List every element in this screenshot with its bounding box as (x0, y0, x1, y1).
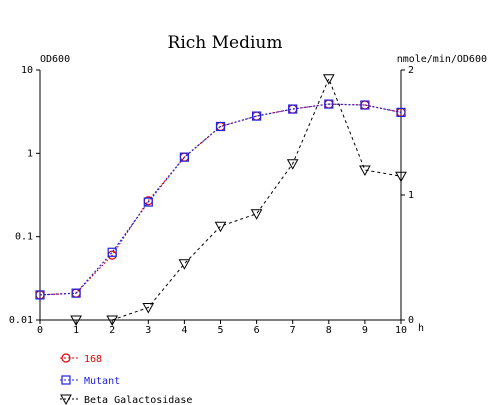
legend-label: Mutant (84, 376, 120, 387)
legend-marker (61, 375, 71, 385)
left-y-tick-label: 1 (27, 148, 33, 159)
x-tick-label: 5 (217, 325, 223, 336)
legend-item: Mutant (60, 375, 120, 387)
series-line (39, 103, 402, 296)
data-point (143, 197, 153, 207)
legend-marker (60, 394, 72, 405)
x-tick-label: 6 (254, 325, 260, 336)
x-tick-label: 3 (145, 325, 151, 336)
x-axis-label: h (418, 323, 424, 334)
legend: 168 Mutant Beta Galactosidase (60, 353, 192, 405)
data-point (178, 259, 191, 270)
x-tick-label: 1 (73, 325, 79, 336)
x-tick-label: 9 (362, 325, 368, 336)
data-point (286, 159, 299, 170)
x-tick-label: 7 (290, 325, 296, 336)
right-y-tick-label: 1 (408, 190, 414, 201)
left-axis-label: OD600 (40, 54, 70, 65)
data-point (252, 111, 262, 121)
legend-label: 168 (84, 354, 102, 365)
legend-item: Beta Galactosidase (60, 394, 192, 405)
data-point (395, 171, 407, 183)
data-point (250, 209, 263, 220)
data-point (288, 104, 298, 114)
x-tick-label: 10 (395, 325, 407, 336)
right-axis-label: nmole/min/OD600 (397, 54, 487, 65)
legend-item: 168 (60, 353, 102, 365)
x-tick-label: 2 (109, 325, 115, 336)
series-square (35, 99, 406, 300)
legend-label: Beta Galactosidase (84, 395, 192, 405)
data-point (35, 290, 45, 300)
left-y-tick-label: 10 (21, 65, 33, 76)
series-line (39, 103, 402, 296)
series-layer (35, 74, 407, 327)
x-tick-label: 8 (326, 325, 332, 336)
data-point (359, 165, 371, 177)
series-triangle-down (70, 74, 407, 327)
legend-marker (61, 353, 71, 363)
x-tick-label: 0 (37, 325, 43, 336)
x-tick-label: 4 (181, 325, 187, 336)
data-point (214, 221, 227, 233)
right-y-tick-label: 0 (408, 315, 414, 326)
left-y-tick-label: 0.01 (9, 315, 33, 326)
data-point (106, 315, 119, 327)
data-point (215, 121, 226, 132)
data-point (70, 315, 82, 327)
chart-title: Rich Medium (168, 33, 283, 53)
data-point (107, 247, 117, 257)
right-y-tick-label: 2 (408, 65, 414, 76)
data-point (322, 74, 335, 85)
data-point (396, 107, 406, 117)
left-y-tick-label: 0.1 (15, 232, 33, 243)
series-line (76, 77, 402, 321)
data-point (179, 152, 189, 162)
data-point (324, 99, 334, 109)
data-point (360, 100, 370, 110)
data-point (71, 288, 81, 298)
data-point (142, 303, 155, 314)
